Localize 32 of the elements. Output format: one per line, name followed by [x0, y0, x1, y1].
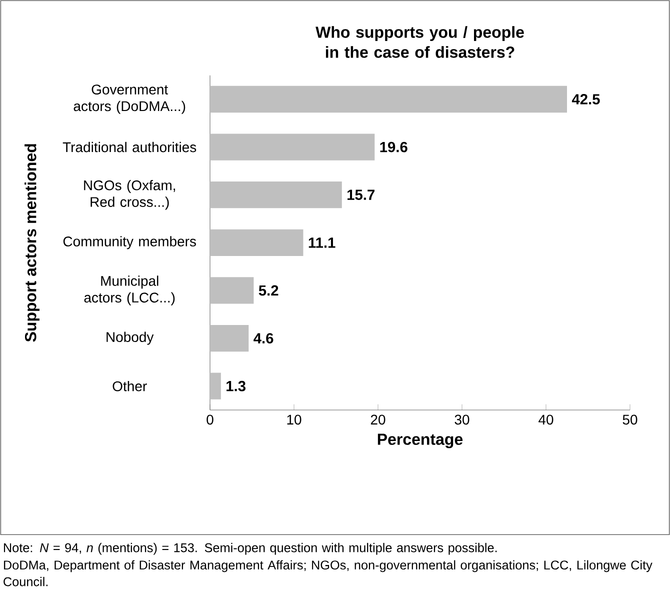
- bar: [210, 229, 304, 256]
- bar: [210, 86, 567, 113]
- chart-title: Who supports you / people in the case of disasters?: [316, 26, 524, 58]
- y-tick-label: NGOs (Oxfam, Red cross...): [84, 180, 176, 210]
- bar: [210, 372, 221, 400]
- y-tick-label: Municipal actors (LCC...): [84, 276, 175, 306]
- data-label: 19.6: [380, 142, 408, 152]
- y-axis-title: Support actors mentioned: [24, 144, 40, 342]
- y-tick-label: Traditional authorities: [62, 142, 196, 152]
- y-tick-label: Community members: [63, 236, 196, 250]
- x-axis-title: Percentage: [378, 434, 463, 448]
- data-label: 4.6: [254, 333, 274, 344]
- data-label: 1.3: [226, 380, 246, 392]
- y-tick-label: Government actors (DoDMA...): [74, 84, 186, 114]
- y-tick-label: Other: [112, 380, 147, 392]
- x-tick-label: 0: [206, 414, 214, 425]
- data-label: 42.5: [572, 94, 600, 104]
- data-label: 11.1: [308, 238, 336, 248]
- x-tick-label: 40: [538, 414, 554, 425]
- x-tick-label: 10: [287, 414, 302, 425]
- bar: [210, 324, 249, 352]
- data-label: 15.7: [348, 190, 374, 200]
- x-tick-label: 20: [370, 414, 386, 425]
- bar: [210, 182, 342, 208]
- text: Note: N = 94, n (mentions) = 153. Semi-open question with multiple answers possible.: [4, 542, 497, 555]
- bar: [210, 134, 375, 160]
- y-tick-label: Nobody: [106, 332, 154, 345]
- data-label: 5.2: [258, 285, 278, 296]
- text: DoDMa, Department of Disaster Management Affairs; NGOs, non-governmental organisations; LCC, Lilongwe City Council.: [4, 560, 652, 586]
- bar: [210, 277, 254, 304]
- x-tick-label: 30: [454, 414, 470, 425]
- x-tick-label: 50: [622, 414, 638, 425]
